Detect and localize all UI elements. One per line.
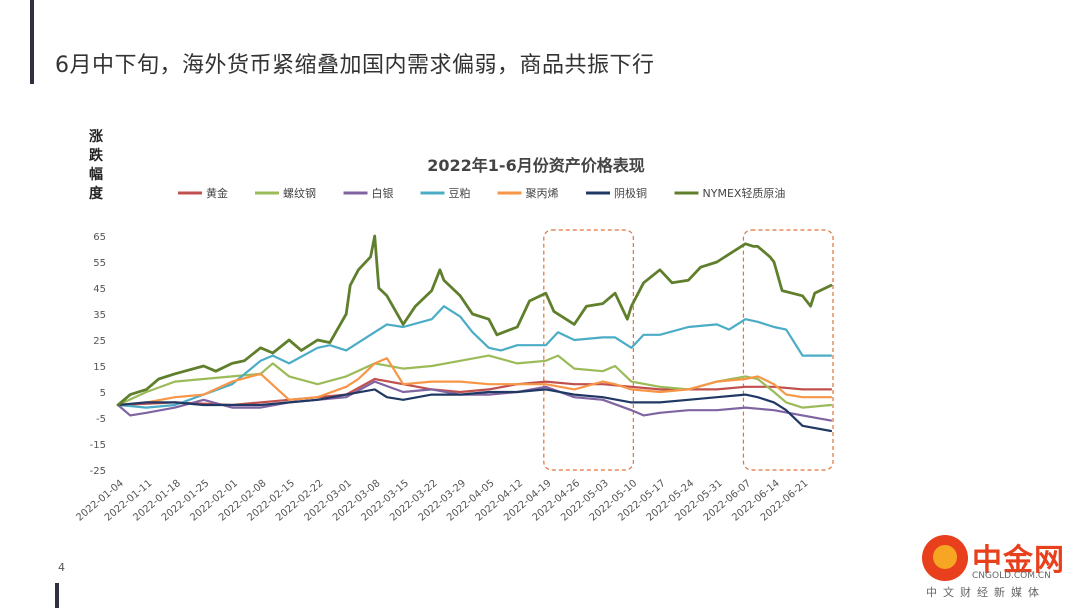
- legend-label: 豆粕: [449, 186, 471, 200]
- page-number: 4: [58, 561, 65, 574]
- y-tick-label: 25: [93, 336, 106, 347]
- logo-mark-icon: [922, 535, 968, 581]
- y-tick-label: -15: [90, 440, 106, 451]
- legend-label: NYMEX轻质原油: [703, 186, 786, 200]
- x-tick-label: 2022-01-04: [74, 478, 126, 524]
- legend-label: 阴极铜: [614, 186, 647, 200]
- y-axis-label: 涨跌幅度: [89, 129, 103, 202]
- logo-tagline: 中文财经新媒体: [926, 586, 1045, 599]
- highlight-boxes: [543, 229, 834, 471]
- logo-name: 中金网: [972, 543, 1065, 578]
- y-tick-label: 55: [93, 258, 106, 269]
- series-line: [116, 380, 833, 422]
- chart-legend: 黄金 螺纹钢 白银 豆粕 聚丙烯 阴极铜 NYMEX轻质原油: [178, 186, 785, 200]
- y-tick-label: -5: [96, 414, 106, 425]
- highlight-box: [742, 229, 834, 471]
- legend-label: 螺纹钢: [283, 186, 316, 200]
- highlight-box: [543, 229, 634, 471]
- series-line: [116, 388, 833, 433]
- footer-accent-bar: [55, 583, 59, 608]
- cngold-logo: 中金网 CNGOLD.COM.CN 中文财经新媒体: [906, 533, 1076, 603]
- title-accent-bar: [30, 0, 34, 84]
- series-lines: [116, 234, 833, 433]
- logo-domain: CNGOLD.COM.CN: [972, 571, 1051, 581]
- y-tick-label: 45: [93, 284, 106, 295]
- y-tick-label: 15: [93, 362, 106, 373]
- legend-label: 黄金: [206, 186, 228, 200]
- series-line: [116, 357, 833, 407]
- series-line: [116, 234, 833, 407]
- x-axis-ticks: 2022-01-042022-01-112022-01-182022-01-25…: [74, 478, 810, 524]
- legend-label: 白银: [372, 186, 394, 200]
- series-line: [116, 305, 833, 409]
- chart-title: 2022年1-6月份资产价格表现: [427, 156, 644, 175]
- y-tick-label: 35: [93, 310, 106, 321]
- y-axis-ticks: 65 55 45 35 25 15 5 -5 -15 -25: [90, 232, 106, 477]
- y-tick-label: 65: [93, 232, 106, 243]
- y-tick-label: 5: [100, 388, 106, 399]
- slide-title: 6月中下旬，海外货币紧缩叠加国内需求偏弱，商品共振下行: [55, 53, 655, 78]
- y-tick-label: -25: [90, 466, 106, 477]
- legend-label: 聚丙烯: [526, 187, 559, 200]
